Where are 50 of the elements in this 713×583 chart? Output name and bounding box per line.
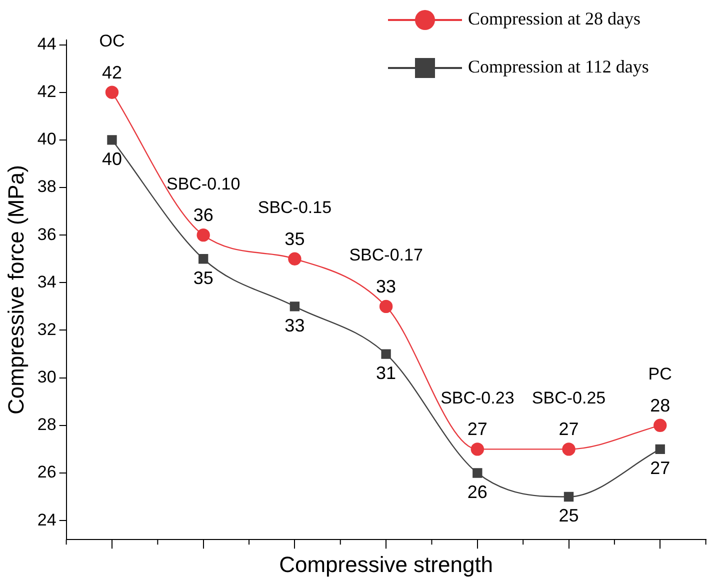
y-tick-label: 26 xyxy=(37,462,56,482)
data-label: 35 xyxy=(284,228,305,249)
legend-label: Compression at 112 days xyxy=(468,56,649,77)
data-label: 31 xyxy=(376,363,396,384)
y-tick-label: 30 xyxy=(37,368,56,387)
data-label: 40 xyxy=(102,148,122,169)
x-tick-label: PC xyxy=(648,364,672,384)
legend-label: Compression at 28 days xyxy=(468,8,640,29)
y-tick-label: 40 xyxy=(37,130,56,149)
y-tick-label: 34 xyxy=(37,272,56,292)
x-axis-title: Compressive strength xyxy=(279,552,494,577)
y-tick-label: 36 xyxy=(37,224,56,244)
x-tick-label: SBC-0.17 xyxy=(349,246,423,265)
data-label: 27 xyxy=(467,419,488,440)
point xyxy=(381,349,391,359)
data-label: 27 xyxy=(558,419,579,440)
data-label: 42 xyxy=(102,62,122,82)
point xyxy=(472,468,482,478)
y-tick-label: 38 xyxy=(37,177,56,196)
data-label: 33 xyxy=(284,315,305,336)
point xyxy=(562,442,576,456)
point xyxy=(107,135,117,145)
y-tick-label: 24 xyxy=(37,510,56,530)
x-tick-label: OC xyxy=(99,32,125,51)
point xyxy=(288,252,302,266)
point xyxy=(290,302,300,312)
y-tick-label: 28 xyxy=(37,415,56,434)
data-label: 27 xyxy=(650,458,670,478)
data-label: 28 xyxy=(650,395,670,416)
x-tick-label: SBC-0.23 xyxy=(440,388,514,408)
y-tick-label: 44 xyxy=(37,34,56,54)
point xyxy=(379,300,393,314)
point xyxy=(655,444,665,454)
x-tick-label: SBC-0.15 xyxy=(258,198,332,218)
y-axis-title: Compressive force (MPa) xyxy=(3,165,28,414)
data-label: 25 xyxy=(558,506,579,526)
y-tick-label: 42 xyxy=(37,82,56,102)
x-tick-label: SBC-0.10 xyxy=(166,174,240,194)
point xyxy=(654,418,667,432)
data-label: 33 xyxy=(376,276,396,296)
point xyxy=(105,86,119,99)
y-tick-label: 32 xyxy=(37,320,56,339)
data-label: 26 xyxy=(467,482,488,502)
point xyxy=(470,442,484,456)
x-tick-label: SBC-0.25 xyxy=(532,388,606,408)
data-label: 35 xyxy=(193,268,214,288)
point xyxy=(198,254,208,264)
point xyxy=(564,492,574,502)
data-label: 36 xyxy=(193,205,214,226)
point xyxy=(196,228,210,242)
